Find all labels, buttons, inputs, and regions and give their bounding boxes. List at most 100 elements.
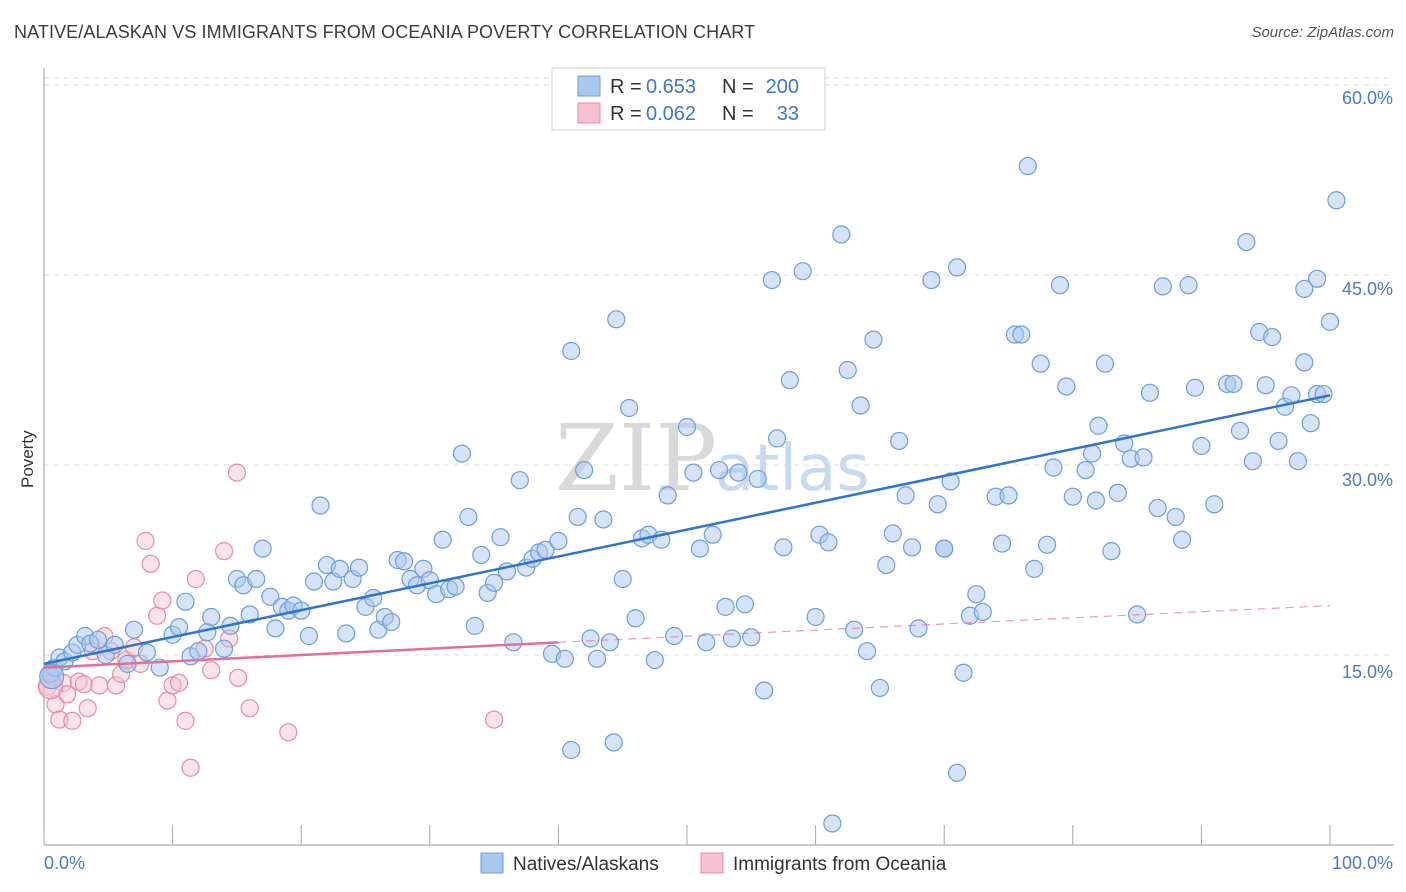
point-natives [1320,312,1340,331]
point-natives [1108,483,1127,502]
point-natives [967,585,986,604]
point-natives [626,609,645,628]
trend-line-oceania-extended [558,605,1331,643]
point-natives [1205,495,1224,514]
point-natives [883,524,902,543]
legend-n-label-natives: N = [722,76,754,98]
point-natives [189,642,208,661]
point-natives [838,360,857,380]
point-natives [364,588,383,608]
point-natives [935,539,954,558]
point-oceania [158,691,177,710]
point-natives [902,538,922,557]
point-natives [742,628,761,647]
point-oceania [148,606,167,625]
legend-swatch-natives [577,75,601,97]
x-tick-label-0: 0.0% [44,853,85,873]
point-natives [452,444,472,463]
point-natives [1018,156,1037,176]
chart-source: Source: ZipAtlas.com [1251,24,1394,41]
point-natives [1173,530,1192,549]
point-natives [992,534,1012,553]
point-natives [555,649,574,668]
point-natives [202,607,221,627]
legend-n-value-oceania: 33 [777,103,799,125]
point-natives [214,639,234,658]
point-natives [600,633,619,652]
point-natives [1243,452,1262,471]
legend-r-label-oceania: R = [610,103,642,125]
bottom-legend-swatch-oceania [700,852,724,874]
point-natives [1269,431,1288,451]
point-natives [266,619,285,638]
point-natives [697,633,716,652]
point-natives [896,486,915,505]
y-tick-label-45: 45.0% [1342,279,1393,299]
point-natives [1148,498,1167,518]
point-natives [748,469,767,489]
point-natives [823,814,842,833]
legend-swatch-oceania [577,102,601,124]
point-natives [459,507,478,527]
point-natives [857,642,877,661]
point-natives [909,619,928,638]
point-natives [819,533,838,552]
point-oceania [229,668,248,687]
point-natives [1012,325,1031,344]
point-natives [954,663,973,682]
y-tick-label-15: 15.0% [1342,662,1393,682]
point-natives [774,538,793,557]
series-natives-points [39,156,1346,833]
point-natives [1057,377,1076,396]
y-axis-label: Poverty [18,430,37,488]
bottom-legend-label-oceania: Immigrants from Oceania [733,854,947,875]
point-natives [1063,487,1082,506]
axes [43,68,1394,846]
point-oceania [240,699,259,718]
point-natives [330,559,349,578]
point-natives [1086,491,1106,510]
point-oceania [214,542,234,561]
grid-lines [44,77,1394,656]
y-tick-label-60: 60.0% [1342,88,1393,108]
point-natives [1230,421,1250,440]
point-natives [581,629,600,648]
chart-title: NATIVE/ALASKAN VS IMMIGRANTS FROM OCEANI… [14,22,756,42]
point-oceania [181,758,200,777]
point-natives [1314,384,1333,404]
point-natives [568,507,587,527]
point-natives [793,262,812,281]
point-natives [311,496,330,515]
point-natives [710,460,729,480]
x-tick-label-100: 100.0% [1332,853,1393,873]
point-natives [124,620,144,639]
point-natives [1153,277,1172,296]
point-natives [594,510,613,529]
bottom-legend-swatch-natives [480,852,504,874]
point-natives [349,558,369,577]
point-natives [1288,452,1307,471]
point-natives [665,626,684,646]
point-natives [1037,535,1057,554]
point-natives [604,733,623,752]
point-natives [922,270,941,290]
point-natives [337,624,356,643]
point-natives [446,577,465,596]
point-oceania [227,463,246,482]
legend-n-value-natives: 200 [766,76,799,98]
point-oceania [50,710,69,729]
x-ticks [43,825,1331,845]
point-natives [394,552,414,571]
legend-n-label-oceania: N = [722,103,754,125]
point-natives [169,618,189,637]
point-natives [88,630,108,649]
point-oceania [141,554,160,573]
point-natives [562,341,581,361]
series-oceania-points [37,463,504,777]
point-natives [729,463,748,482]
point-natives [947,763,967,782]
point-natives [999,486,1018,505]
point-natives [973,602,992,622]
point-natives [465,616,484,635]
